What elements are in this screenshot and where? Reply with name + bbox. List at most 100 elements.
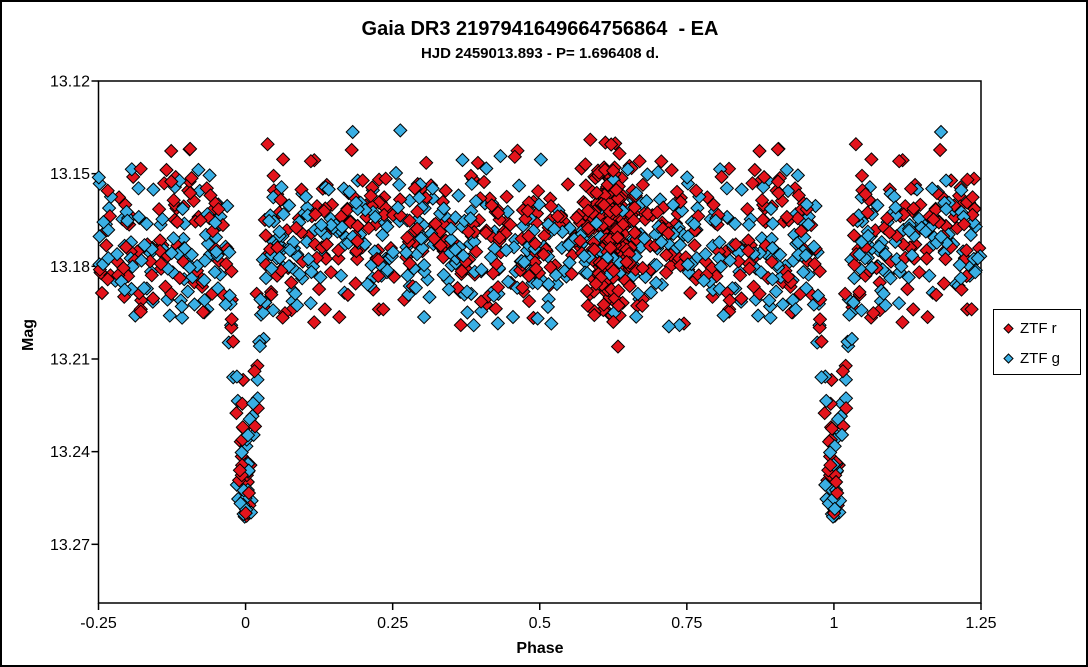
data-point bbox=[408, 280, 424, 296]
data-point bbox=[169, 214, 185, 230]
x-axis-title: Phase bbox=[516, 640, 564, 657]
data-point bbox=[488, 301, 504, 316]
data-point bbox=[264, 287, 279, 302]
data-point bbox=[547, 221, 562, 237]
data-point bbox=[793, 223, 809, 239]
data-point bbox=[848, 136, 864, 152]
data-point bbox=[763, 201, 779, 217]
data-point bbox=[272, 250, 287, 266]
data-point bbox=[162, 308, 178, 323]
data-point bbox=[521, 228, 536, 244]
data-point bbox=[583, 132, 598, 147]
data-point bbox=[775, 297, 791, 312]
data-point bbox=[530, 311, 545, 326]
data-point bbox=[835, 363, 851, 379]
data-point bbox=[273, 192, 288, 208]
data-point bbox=[507, 149, 523, 165]
data-point bbox=[224, 312, 239, 327]
data-point bbox=[332, 309, 347, 325]
data-point bbox=[380, 262, 395, 278]
data-point bbox=[687, 216, 702, 232]
x-tick-label: 0 bbox=[241, 615, 250, 632]
data-point bbox=[765, 271, 780, 287]
data-point bbox=[229, 405, 244, 421]
data-point bbox=[790, 210, 805, 226]
data-point bbox=[182, 260, 197, 275]
data-point bbox=[155, 211, 170, 227]
data-point bbox=[334, 219, 350, 235]
data-point bbox=[954, 182, 969, 198]
data-point bbox=[812, 312, 828, 327]
data-point bbox=[289, 298, 305, 313]
data-point bbox=[765, 240, 780, 256]
data-point bbox=[708, 213, 723, 229]
data-point bbox=[240, 427, 256, 443]
data-point bbox=[960, 172, 975, 187]
data-point bbox=[650, 205, 665, 220]
data-point bbox=[311, 281, 327, 297]
data-point bbox=[164, 174, 179, 189]
data-point bbox=[266, 168, 281, 184]
data-point bbox=[610, 339, 626, 354]
data-point bbox=[706, 197, 721, 213]
data-point bbox=[476, 174, 492, 190]
data-point bbox=[317, 302, 333, 317]
data-point bbox=[838, 400, 854, 416]
data-point bbox=[502, 217, 518, 232]
data-point bbox=[654, 234, 669, 250]
data-point bbox=[750, 308, 766, 323]
data-point bbox=[620, 162, 636, 177]
data-point bbox=[323, 217, 339, 233]
data-point bbox=[402, 213, 417, 228]
data-point bbox=[883, 271, 898, 286]
data-point bbox=[562, 255, 577, 270]
x-tick-label: 1 bbox=[829, 615, 838, 632]
data-point bbox=[965, 190, 980, 205]
data-point bbox=[752, 143, 767, 159]
data-point bbox=[94, 285, 110, 301]
data-point bbox=[860, 228, 876, 244]
data-point bbox=[193, 213, 208, 228]
data-point bbox=[298, 189, 314, 205]
data-point bbox=[224, 320, 239, 335]
data-point bbox=[741, 243, 756, 259]
data-point bbox=[393, 123, 408, 138]
data-point bbox=[648, 275, 664, 291]
data-point bbox=[659, 247, 674, 263]
data-point bbox=[745, 176, 760, 191]
legend-marker-ztf-r-icon bbox=[1003, 322, 1014, 334]
data-point bbox=[166, 231, 181, 246]
data-point bbox=[159, 162, 174, 178]
data-point bbox=[99, 238, 114, 253]
data-point bbox=[834, 427, 850, 443]
y-axis-title: Mag bbox=[20, 319, 37, 351]
data-point bbox=[331, 251, 346, 266]
data-point bbox=[770, 174, 786, 189]
data-point bbox=[664, 162, 679, 178]
data-point bbox=[680, 257, 696, 272]
data-point bbox=[402, 256, 417, 271]
data-point bbox=[649, 257, 664, 273]
data-point bbox=[125, 259, 140, 274]
data-point bbox=[466, 317, 481, 333]
data-point bbox=[195, 304, 211, 320]
data-point bbox=[363, 188, 379, 204]
data-point bbox=[428, 216, 443, 232]
data-point bbox=[443, 221, 459, 236]
data-point bbox=[611, 298, 626, 313]
data-point bbox=[595, 257, 610, 272]
data-point bbox=[415, 240, 430, 256]
data-point bbox=[391, 177, 407, 193]
data-point bbox=[746, 279, 761, 294]
data-point bbox=[407, 181, 423, 196]
data-point bbox=[756, 179, 771, 195]
data-point bbox=[306, 315, 322, 330]
data-point bbox=[619, 254, 634, 270]
data-point bbox=[361, 220, 377, 236]
data-point bbox=[714, 169, 729, 185]
data-point bbox=[350, 218, 365, 234]
data-point bbox=[247, 363, 262, 379]
data-point bbox=[837, 286, 853, 302]
data-point bbox=[603, 240, 618, 256]
